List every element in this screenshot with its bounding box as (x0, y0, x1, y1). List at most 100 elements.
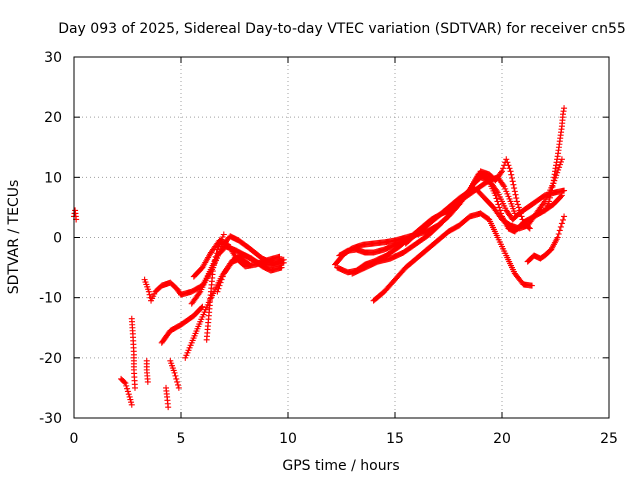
data-point (280, 259, 287, 266)
data-point (500, 165, 507, 172)
data-point (554, 234, 561, 241)
y-axis-label: SDTVAR / TECUs (6, 180, 22, 295)
data-points (71, 105, 568, 411)
track-t20 (402, 174, 518, 247)
track-t6 (158, 303, 206, 346)
track-t21 (524, 213, 568, 265)
data-point (174, 378, 181, 385)
data-point (505, 162, 512, 169)
track-t22 (541, 105, 568, 214)
data-point (219, 273, 226, 280)
data-point (492, 192, 499, 199)
data-point (175, 384, 182, 391)
track-t5 (143, 357, 151, 385)
data-point (128, 401, 135, 408)
data-point (555, 230, 562, 237)
data-point (514, 201, 521, 208)
data-point (198, 304, 205, 311)
data-point (165, 404, 172, 411)
data-point (517, 210, 524, 217)
data-point (546, 194, 553, 201)
data-point (557, 161, 564, 168)
data-point (146, 291, 153, 298)
data-point (128, 399, 135, 406)
y-tick-label: 10 (44, 170, 62, 186)
data-point (561, 187, 568, 194)
data-point (144, 378, 151, 385)
data-point (519, 216, 526, 223)
x-axis-label: GPS time / hours (282, 458, 399, 474)
data-point (124, 385, 131, 392)
data-point (507, 168, 514, 175)
data-point (498, 169, 505, 176)
data-point (122, 380, 129, 387)
data-point (557, 193, 564, 200)
data-point (173, 375, 180, 382)
track-t12 (188, 243, 287, 307)
data-point (214, 288, 221, 295)
x-tick-label: 0 (70, 431, 79, 447)
y-tick-label: 20 (44, 110, 62, 126)
data-point (123, 382, 130, 389)
data-point (499, 168, 505, 175)
x-tick-label: 5 (177, 431, 186, 447)
track-t3 (128, 315, 138, 391)
data-point (495, 201, 502, 208)
y-tick-label: -20 (39, 351, 62, 367)
data-point (124, 388, 131, 395)
data-point (500, 182, 507, 189)
data-point (528, 282, 535, 289)
track-t13 (203, 231, 227, 343)
data-point (512, 191, 519, 198)
data-point (496, 204, 503, 211)
track-t4 (141, 276, 184, 304)
data-point (493, 188, 500, 195)
data-point (511, 188, 518, 195)
x-tick-label: 20 (493, 431, 511, 447)
data-point (510, 181, 517, 188)
data-point (212, 253, 219, 260)
track-t7 (163, 384, 172, 411)
data-point (468, 184, 475, 191)
data-point (216, 282, 223, 289)
y-tick-label: 0 (53, 231, 62, 247)
data-point (557, 223, 564, 230)
y-tick-label: 30 (44, 50, 62, 66)
x-tick-label: 10 (279, 431, 297, 447)
data-point (210, 260, 217, 267)
track-t14 (214, 255, 253, 295)
data-point (508, 171, 515, 178)
data-point (503, 156, 510, 163)
data-point (549, 183, 556, 190)
data-point (175, 381, 182, 388)
data-point (504, 159, 511, 166)
data-point (210, 264, 217, 271)
data-point (556, 227, 563, 234)
data-point (506, 165, 513, 172)
x-tick-label: 25 (600, 431, 618, 447)
data-point (199, 303, 206, 310)
data-point (172, 372, 179, 379)
data-point (215, 285, 222, 292)
data-point (559, 216, 566, 223)
data-point (546, 198, 553, 205)
grid-lines (74, 57, 609, 418)
data-point (145, 288, 152, 295)
axis-ticks: 0 5 10 15 20 25 -30 -20 -10 0 10 20 30 (39, 50, 618, 447)
data-point (561, 105, 568, 112)
data-point (511, 185, 518, 192)
data-point (220, 231, 227, 238)
data-point (245, 260, 252, 267)
data-point (513, 195, 520, 202)
data-point (125, 391, 132, 398)
data-point (513, 198, 520, 205)
track-t18 (370, 210, 535, 304)
chart-title: Day 093 of 2025, Sidereal Day-to-day VTE… (58, 21, 626, 37)
data-point (548, 187, 555, 194)
data-point (518, 213, 525, 220)
data-point (213, 250, 220, 257)
data-point (493, 195, 500, 202)
data-point (126, 393, 133, 400)
data-point (276, 253, 283, 260)
